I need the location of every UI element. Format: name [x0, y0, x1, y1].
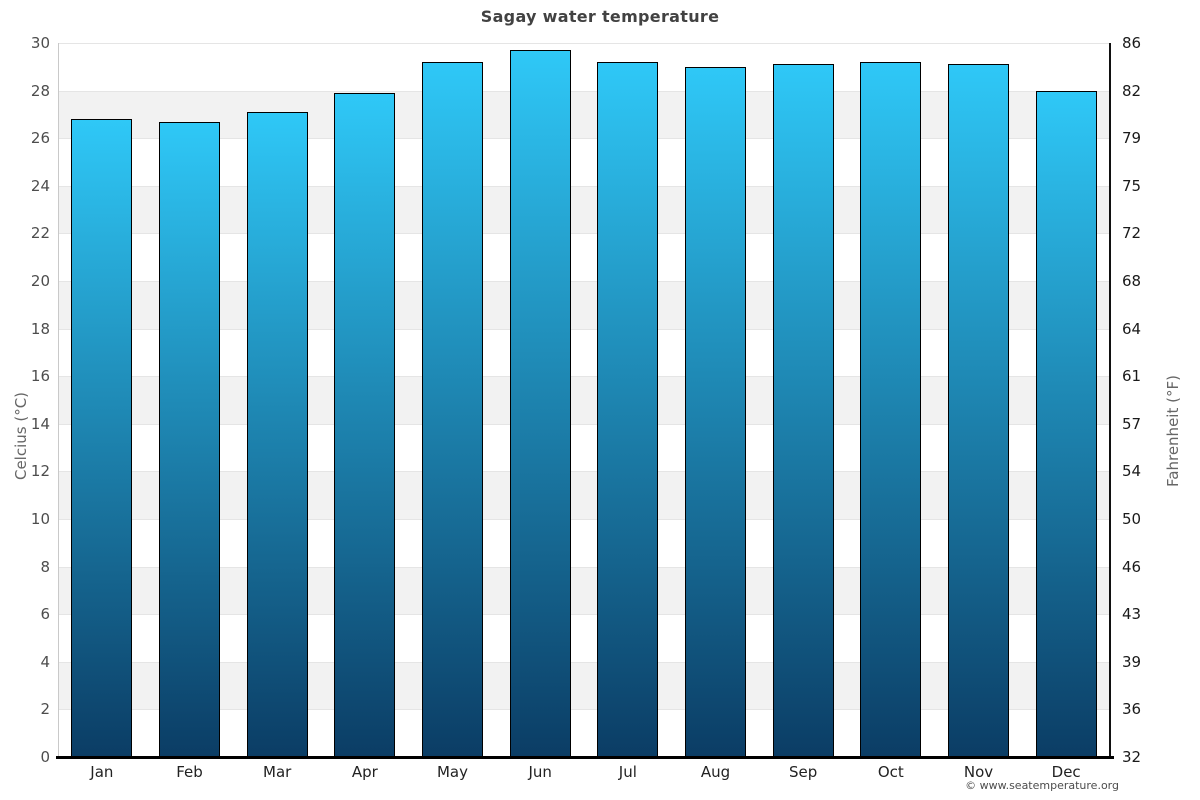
temperature-bar [948, 64, 1009, 757]
celsius-tick-label: 2 [40, 700, 50, 719]
plot-band [58, 90, 1110, 139]
month-label: Apr [351, 763, 378, 781]
celsius-tick-label: 22 [30, 224, 50, 243]
temperature-bar [509, 50, 571, 757]
gridline [58, 423, 1110, 425]
temperature-bar [597, 62, 659, 757]
gridline [58, 566, 1110, 568]
celsius-tick-label: 0 [40, 748, 50, 766]
fahrenheit-tick-label: 46 [1122, 557, 1142, 576]
celsius-axis-line [58, 43, 59, 757]
celsius-tick-label: 12 [30, 462, 50, 481]
gridline [58, 328, 1110, 330]
gridline [58, 281, 1110, 282]
fahrenheit-tick-label: 68 [1122, 272, 1142, 290]
month-label: Mar [263, 763, 292, 781]
plot-band [58, 376, 1110, 424]
gridline [58, 614, 1110, 616]
fahrenheit-tick-label: 64 [1122, 319, 1142, 338]
month-label: Jun [528, 763, 552, 781]
celsius-tick-label: 14 [30, 414, 50, 433]
celsius-tick-label: 26 [30, 129, 50, 148]
temperature-bar [772, 64, 834, 757]
temperature-bar [246, 112, 308, 757]
celsius-tick-label: 28 [30, 81, 50, 100]
celsius-tick-label: 6 [40, 605, 50, 624]
month-label: May [436, 763, 468, 781]
gridline [58, 471, 1110, 473]
month-label: Dec [1051, 763, 1081, 781]
fahrenheit-axis-title: Fahrenheit (°F) [1164, 375, 1182, 487]
plot-band [58, 566, 1110, 615]
celsius-tick-label: 20 [30, 272, 50, 290]
copyright-text: © www.seatemperature.org [965, 779, 1119, 792]
gridline [58, 709, 1110, 711]
temperature-bar [860, 62, 922, 757]
fahrenheit-tick-label: 57 [1122, 414, 1142, 433]
x-axis-line [56, 756, 1114, 759]
fahrenheit-tick-label: 43 [1122, 605, 1142, 624]
temperature-bar [685, 66, 746, 757]
fahrenheit-tick-label: 54 [1122, 462, 1142, 481]
fahrenheit-tick-label: 82 [1122, 81, 1142, 100]
gridline [58, 376, 1110, 378]
fahrenheit-tick-label: 32 [1122, 748, 1142, 766]
month-label: Nov [963, 763, 994, 781]
plot-band [58, 471, 1110, 519]
chart-title: Sagay water temperature [480, 7, 720, 26]
celsius-tick-label: 30 [30, 34, 50, 52]
gridline [58, 138, 1110, 140]
month-label: Aug [700, 763, 731, 781]
gridline [58, 185, 1110, 187]
temperature-bar [159, 121, 220, 757]
temperature-bar [422, 62, 483, 757]
celsius-axis-title: Celcius (°C) [12, 391, 30, 481]
gridline [58, 43, 1110, 44]
fahrenheit-axis-line [1109, 43, 1111, 757]
month-label: Jul [618, 763, 637, 781]
month-label: Jan [90, 763, 114, 781]
plot-band [58, 661, 1110, 710]
gridline [58, 90, 1110, 92]
month-label: Oct [877, 763, 904, 781]
celsius-tick-label: 18 [30, 319, 50, 338]
plot-band [58, 185, 1110, 234]
celsius-tick-label: 24 [30, 176, 50, 195]
plot-band [58, 281, 1110, 329]
fahrenheit-tick-label: 75 [1122, 176, 1142, 195]
month-label: Sep [789, 763, 818, 781]
gridline [58, 519, 1110, 520]
celsius-tick-label: 10 [30, 510, 50, 528]
temperature-bar [334, 92, 396, 757]
gridline [58, 661, 1110, 663]
fahrenheit-tick-label: 61 [1122, 367, 1142, 386]
month-label: Feb [176, 763, 203, 781]
celsius-tick-label: 4 [40, 652, 50, 671]
fahrenheit-tick-label: 36 [1122, 700, 1142, 719]
celsius-tick-label: 8 [40, 557, 50, 576]
celsius-tick-label: 16 [30, 367, 50, 386]
temperature-bar [71, 119, 133, 757]
fahrenheit-tick-label: 86 [1122, 34, 1142, 52]
temperature-bar [1035, 90, 1097, 757]
fahrenheit-tick-label: 50 [1122, 510, 1142, 528]
fahrenheit-tick-label: 79 [1122, 129, 1142, 148]
fahrenheit-tick-label: 72 [1122, 224, 1142, 243]
fahrenheit-tick-label: 39 [1122, 652, 1142, 671]
gridline [58, 233, 1110, 235]
